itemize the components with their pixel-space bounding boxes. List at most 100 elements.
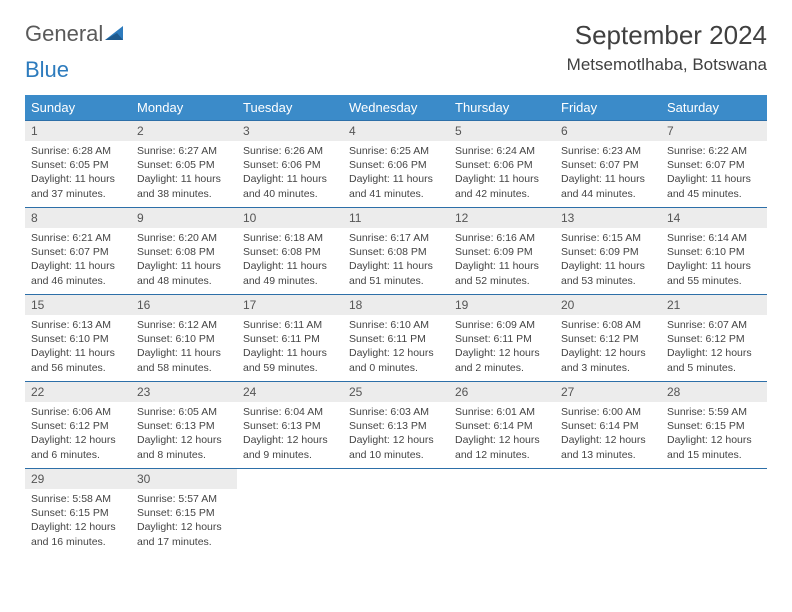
day-number: 4 (343, 121, 449, 141)
calendar-day-cell: 16Sunrise: 6:12 AMSunset: 6:10 PMDayligh… (131, 295, 237, 382)
calendar-empty-cell (343, 469, 449, 556)
day-details: Sunrise: 6:00 AMSunset: 6:14 PMDaylight:… (555, 402, 661, 466)
day-details: Sunrise: 6:28 AMSunset: 6:05 PMDaylight:… (25, 141, 131, 205)
day-number: 28 (661, 382, 767, 402)
calendar-day-cell: 25Sunrise: 6:03 AMSunset: 6:13 PMDayligh… (343, 382, 449, 469)
day-details: Sunrise: 6:16 AMSunset: 6:09 PMDaylight:… (449, 228, 555, 292)
day-number: 24 (237, 382, 343, 402)
logo: General (25, 20, 127, 48)
day-details: Sunrise: 6:23 AMSunset: 6:07 PMDaylight:… (555, 141, 661, 205)
day-number: 18 (343, 295, 449, 315)
day-details: Sunrise: 6:09 AMSunset: 6:11 PMDaylight:… (449, 315, 555, 379)
calendar-day-cell: 14Sunrise: 6:14 AMSunset: 6:10 PMDayligh… (661, 208, 767, 295)
weekday-header: Monday (131, 95, 237, 121)
day-details: Sunrise: 6:22 AMSunset: 6:07 PMDaylight:… (661, 141, 767, 205)
calendar-row: 1Sunrise: 6:28 AMSunset: 6:05 PMDaylight… (25, 121, 767, 208)
day-details: Sunrise: 6:05 AMSunset: 6:13 PMDaylight:… (131, 402, 237, 466)
calendar-day-cell: 17Sunrise: 6:11 AMSunset: 6:11 PMDayligh… (237, 295, 343, 382)
day-details: Sunrise: 6:15 AMSunset: 6:09 PMDaylight:… (555, 228, 661, 292)
day-details: Sunrise: 6:01 AMSunset: 6:14 PMDaylight:… (449, 402, 555, 466)
day-details: Sunrise: 6:10 AMSunset: 6:11 PMDaylight:… (343, 315, 449, 379)
calendar-day-cell: 28Sunrise: 5:59 AMSunset: 6:15 PMDayligh… (661, 382, 767, 469)
day-number: 14 (661, 208, 767, 228)
calendar-empty-cell (555, 469, 661, 556)
calendar-day-cell: 29Sunrise: 5:58 AMSunset: 6:15 PMDayligh… (25, 469, 131, 556)
day-details: Sunrise: 6:14 AMSunset: 6:10 PMDaylight:… (661, 228, 767, 292)
day-details: Sunrise: 6:04 AMSunset: 6:13 PMDaylight:… (237, 402, 343, 466)
calendar-row: 29Sunrise: 5:58 AMSunset: 6:15 PMDayligh… (25, 469, 767, 556)
calendar-day-cell: 5Sunrise: 6:24 AMSunset: 6:06 PMDaylight… (449, 121, 555, 208)
day-number: 10 (237, 208, 343, 228)
day-number: 6 (555, 121, 661, 141)
calendar-day-cell: 2Sunrise: 6:27 AMSunset: 6:05 PMDaylight… (131, 121, 237, 208)
day-number: 22 (25, 382, 131, 402)
day-number: 25 (343, 382, 449, 402)
month-title: September 2024 (567, 20, 767, 51)
day-details: Sunrise: 6:12 AMSunset: 6:10 PMDaylight:… (131, 315, 237, 379)
day-details: Sunrise: 6:21 AMSunset: 6:07 PMDaylight:… (25, 228, 131, 292)
calendar-day-cell: 10Sunrise: 6:18 AMSunset: 6:08 PMDayligh… (237, 208, 343, 295)
weekday-header-row: Sunday Monday Tuesday Wednesday Thursday… (25, 95, 767, 121)
calendar-row: 15Sunrise: 6:13 AMSunset: 6:10 PMDayligh… (25, 295, 767, 382)
calendar-day-cell: 18Sunrise: 6:10 AMSunset: 6:11 PMDayligh… (343, 295, 449, 382)
calendar-day-cell: 8Sunrise: 6:21 AMSunset: 6:07 PMDaylight… (25, 208, 131, 295)
day-number: 20 (555, 295, 661, 315)
day-details: Sunrise: 6:13 AMSunset: 6:10 PMDaylight:… (25, 315, 131, 379)
calendar-day-cell: 20Sunrise: 6:08 AMSunset: 6:12 PMDayligh… (555, 295, 661, 382)
calendar-day-cell: 21Sunrise: 6:07 AMSunset: 6:12 PMDayligh… (661, 295, 767, 382)
day-number: 17 (237, 295, 343, 315)
day-details: Sunrise: 6:03 AMSunset: 6:13 PMDaylight:… (343, 402, 449, 466)
day-details: Sunrise: 6:17 AMSunset: 6:08 PMDaylight:… (343, 228, 449, 292)
calendar-table: Sunday Monday Tuesday Wednesday Thursday… (25, 95, 767, 555)
calendar-day-cell: 1Sunrise: 6:28 AMSunset: 6:05 PMDaylight… (25, 121, 131, 208)
day-number: 9 (131, 208, 237, 228)
calendar-day-cell: 15Sunrise: 6:13 AMSunset: 6:10 PMDayligh… (25, 295, 131, 382)
calendar-day-cell: 23Sunrise: 6:05 AMSunset: 6:13 PMDayligh… (131, 382, 237, 469)
day-details: Sunrise: 5:58 AMSunset: 6:15 PMDaylight:… (25, 489, 131, 553)
day-number: 23 (131, 382, 237, 402)
day-details: Sunrise: 6:27 AMSunset: 6:05 PMDaylight:… (131, 141, 237, 205)
weekday-header: Thursday (449, 95, 555, 121)
day-number: 19 (449, 295, 555, 315)
day-number: 30 (131, 469, 237, 489)
day-number: 1 (25, 121, 131, 141)
day-number: 12 (449, 208, 555, 228)
calendar-day-cell: 13Sunrise: 6:15 AMSunset: 6:09 PMDayligh… (555, 208, 661, 295)
calendar-empty-cell (237, 469, 343, 556)
calendar-day-cell: 26Sunrise: 6:01 AMSunset: 6:14 PMDayligh… (449, 382, 555, 469)
day-details: Sunrise: 6:24 AMSunset: 6:06 PMDaylight:… (449, 141, 555, 205)
weekday-header: Sunday (25, 95, 131, 121)
weekday-header: Tuesday (237, 95, 343, 121)
day-number: 8 (25, 208, 131, 228)
calendar-day-cell: 6Sunrise: 6:23 AMSunset: 6:07 PMDaylight… (555, 121, 661, 208)
weekday-header: Friday (555, 95, 661, 121)
day-details: Sunrise: 6:25 AMSunset: 6:06 PMDaylight:… (343, 141, 449, 205)
day-number: 3 (237, 121, 343, 141)
day-number: 11 (343, 208, 449, 228)
day-details: Sunrise: 6:18 AMSunset: 6:08 PMDaylight:… (237, 228, 343, 292)
calendar-day-cell: 7Sunrise: 6:22 AMSunset: 6:07 PMDaylight… (661, 121, 767, 208)
weekday-header: Saturday (661, 95, 767, 121)
day-number: 5 (449, 121, 555, 141)
calendar-day-cell: 11Sunrise: 6:17 AMSunset: 6:08 PMDayligh… (343, 208, 449, 295)
day-number: 2 (131, 121, 237, 141)
calendar-day-cell: 12Sunrise: 6:16 AMSunset: 6:09 PMDayligh… (449, 208, 555, 295)
day-details: Sunrise: 6:20 AMSunset: 6:08 PMDaylight:… (131, 228, 237, 292)
calendar-empty-cell (661, 469, 767, 556)
calendar-day-cell: 22Sunrise: 6:06 AMSunset: 6:12 PMDayligh… (25, 382, 131, 469)
day-details: Sunrise: 6:26 AMSunset: 6:06 PMDaylight:… (237, 141, 343, 205)
day-details: Sunrise: 5:57 AMSunset: 6:15 PMDaylight:… (131, 489, 237, 553)
day-details: Sunrise: 5:59 AMSunset: 6:15 PMDaylight:… (661, 402, 767, 466)
day-details: Sunrise: 6:11 AMSunset: 6:11 PMDaylight:… (237, 315, 343, 379)
calendar-empty-cell (449, 469, 555, 556)
calendar-day-cell: 9Sunrise: 6:20 AMSunset: 6:08 PMDaylight… (131, 208, 237, 295)
logo-text-general: General (25, 21, 103, 47)
day-details: Sunrise: 6:08 AMSunset: 6:12 PMDaylight:… (555, 315, 661, 379)
calendar-day-cell: 19Sunrise: 6:09 AMSunset: 6:11 PMDayligh… (449, 295, 555, 382)
day-number: 7 (661, 121, 767, 141)
day-number: 21 (661, 295, 767, 315)
logo-blue-row: Blue (25, 57, 767, 83)
day-number: 29 (25, 469, 131, 489)
calendar-row: 8Sunrise: 6:21 AMSunset: 6:07 PMDaylight… (25, 208, 767, 295)
day-number: 27 (555, 382, 661, 402)
